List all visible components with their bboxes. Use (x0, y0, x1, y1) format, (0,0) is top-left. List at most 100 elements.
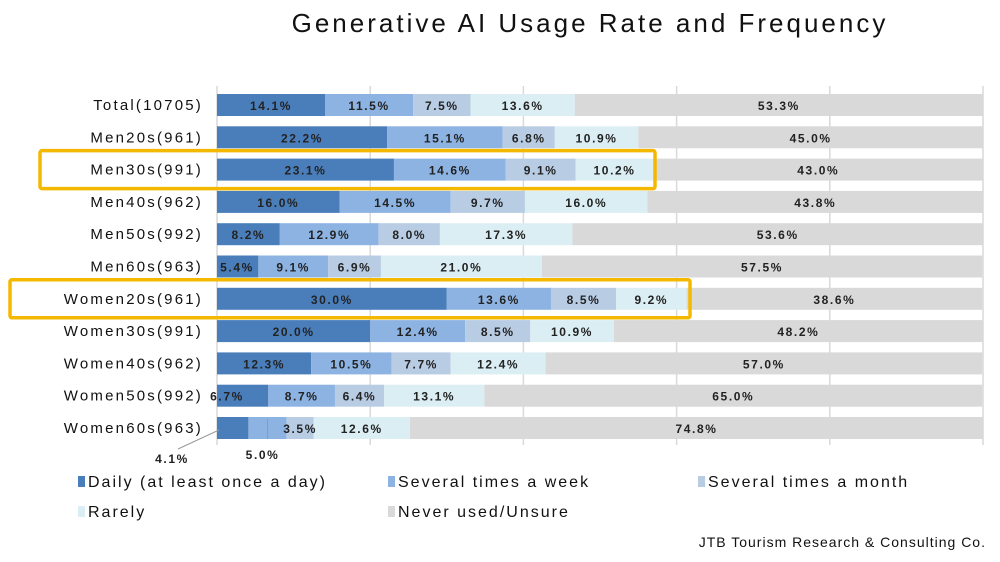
data-label: 3.5% (283, 422, 317, 436)
data-label: 15.1% (424, 131, 466, 145)
bar-segment (638, 126, 983, 149)
data-label: 14.6% (429, 164, 471, 178)
legend-label-several-week: Several times a week (398, 474, 591, 491)
legend-swatch-rarely (78, 506, 85, 517)
data-label: 43.8% (794, 196, 836, 210)
data-label: 10.2% (594, 164, 636, 178)
data-label: 21.0% (440, 261, 482, 275)
bar-segment (574, 94, 983, 116)
data-label: 53.6% (757, 228, 799, 242)
bar-segment (686, 287, 983, 310)
bar-segment (505, 158, 576, 181)
bar-segment (484, 384, 983, 407)
category-label: Women50s(992) (64, 388, 203, 405)
category-label: Women60s(963) (64, 420, 203, 437)
legend-item-several-week: Several times a week (388, 474, 590, 492)
bar-segment (387, 126, 503, 149)
bar-segment (313, 417, 411, 439)
data-label: 12.3% (243, 357, 285, 371)
bar-segment (258, 255, 329, 278)
bar-segment (413, 94, 471, 116)
data-label: 65.0% (712, 390, 754, 404)
category-label: Women40s(962) (64, 355, 203, 372)
data-label: 8.2% (232, 228, 266, 242)
data-label: 5.0% (246, 448, 280, 462)
bar-segment (217, 94, 326, 116)
data-label: 53.3% (758, 99, 800, 113)
data-label: 16.0% (257, 196, 299, 210)
data-label: 20.0% (273, 325, 315, 339)
bar-segment (217, 287, 447, 310)
data-label: 6.9% (338, 261, 372, 275)
bar-segment (410, 417, 984, 439)
bar-segment (530, 320, 614, 343)
data-label: 13.1% (413, 390, 455, 404)
data-label: 7.7% (404, 357, 438, 371)
bar-segment (311, 352, 392, 375)
bar-segment (647, 190, 983, 213)
category-labels: Total(10705) Men20s(961) Men30s(991) Men40s… (64, 97, 203, 437)
data-label: 23.1% (284, 164, 326, 178)
bar-segment (465, 320, 531, 343)
bar-segment (334, 384, 384, 407)
bar-segment (325, 94, 414, 116)
data-label: 43.0% (797, 164, 839, 178)
source-credit: JTB Tourism Research & Consulting Co. (698, 534, 986, 550)
legend-swatch-several-week (388, 476, 395, 487)
bar-segment (653, 158, 983, 181)
legend-label-rarely: Rarely (88, 504, 147, 521)
category-label: Men50s(992) (90, 226, 203, 243)
data-label: 57.5% (741, 261, 783, 275)
category-label: Total(10705) (93, 97, 203, 114)
bar-segment (217, 223, 280, 246)
bar-segment (393, 158, 506, 181)
data-label: 12.4% (397, 325, 439, 339)
bar-segment (339, 190, 451, 213)
category-label: Men20s(961) (90, 129, 203, 146)
data-label: 30.0% (311, 293, 353, 307)
data-label: 12.9% (308, 228, 350, 242)
bar-segment (554, 126, 639, 149)
data-label: 9.1% (276, 261, 310, 275)
bar-segment (370, 320, 466, 343)
category-label: Women20s(961) (64, 291, 203, 308)
data-label: 57.0% (743, 357, 785, 371)
data-label: 8.7% (285, 390, 319, 404)
bar-segment (217, 190, 340, 213)
data-label: 11.5% (348, 99, 389, 113)
bar-segment (575, 158, 654, 181)
bar-segment (268, 384, 335, 407)
legend-label-never: Never used/Unsure (398, 504, 570, 521)
data-label: 8.0% (392, 228, 426, 242)
bar-segment (572, 223, 983, 246)
bar-segment (286, 417, 314, 439)
data-label: 12.4% (477, 357, 519, 371)
chart-title: Generative AI Usage Rate and Frequency (291, 8, 889, 38)
data-label: 48.2% (777, 325, 819, 339)
legend-label-several-month: Several times a month (708, 474, 910, 491)
bar-segment (502, 126, 555, 149)
category-label: Men60s(963) (90, 259, 203, 276)
bar-segment (524, 190, 648, 213)
data-label: 4.1% (155, 452, 189, 466)
legend-label-daily: Daily (at least once a day) (88, 474, 327, 491)
category-label: Women30s(991) (64, 323, 203, 340)
data-label: 13.6% (478, 293, 520, 307)
legend-swatch-never (388, 506, 395, 517)
legend-item-daily: Daily (at least once a day) (78, 474, 327, 492)
data-label: 8.5% (567, 293, 601, 307)
highlight-box (38, 148, 657, 191)
bar-segment (616, 287, 687, 310)
bar-segment (279, 223, 379, 246)
legend-item-rarely: Rarely (78, 504, 146, 522)
bar-segment (541, 255, 983, 278)
data-label: 14.1% (250, 99, 292, 113)
data-label: 22.2% (281, 131, 323, 145)
data-label: 9.2% (634, 293, 668, 307)
leader-line (177, 429, 220, 450)
bar-segment (446, 287, 551, 310)
bar-segment (439, 223, 573, 246)
bar-segment (613, 320, 983, 343)
legend-swatch-daily (78, 476, 85, 487)
